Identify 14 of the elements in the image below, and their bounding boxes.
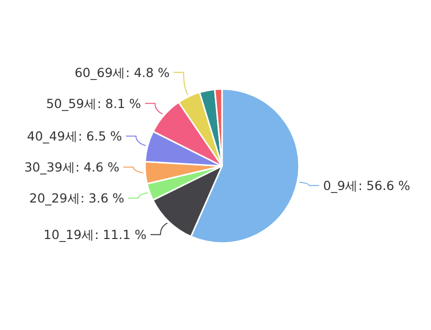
slice-label: 40_49세 [27, 128, 78, 144]
slice-label: 50_59세 [46, 96, 98, 111]
data-label: : 4.8 % [126, 64, 170, 80]
data-label: : 4.6 % [75, 160, 120, 175]
data-label: : 56.6 % [358, 178, 410, 194]
slice-label: 0_9세 [323, 178, 358, 194]
data-label: : 11.1 % [94, 227, 147, 242]
data-label: : 8.1 % [97, 96, 142, 111]
slice-label: 10_19세 [44, 227, 95, 242]
data-label: : 6.5 % [78, 128, 122, 144]
data-label: : 3.6 % [80, 190, 124, 206]
slice-label: 20_29세 [29, 190, 80, 206]
slice-label: 30_39세 [24, 160, 76, 175]
slice-label: 60_69세 [74, 64, 126, 80]
